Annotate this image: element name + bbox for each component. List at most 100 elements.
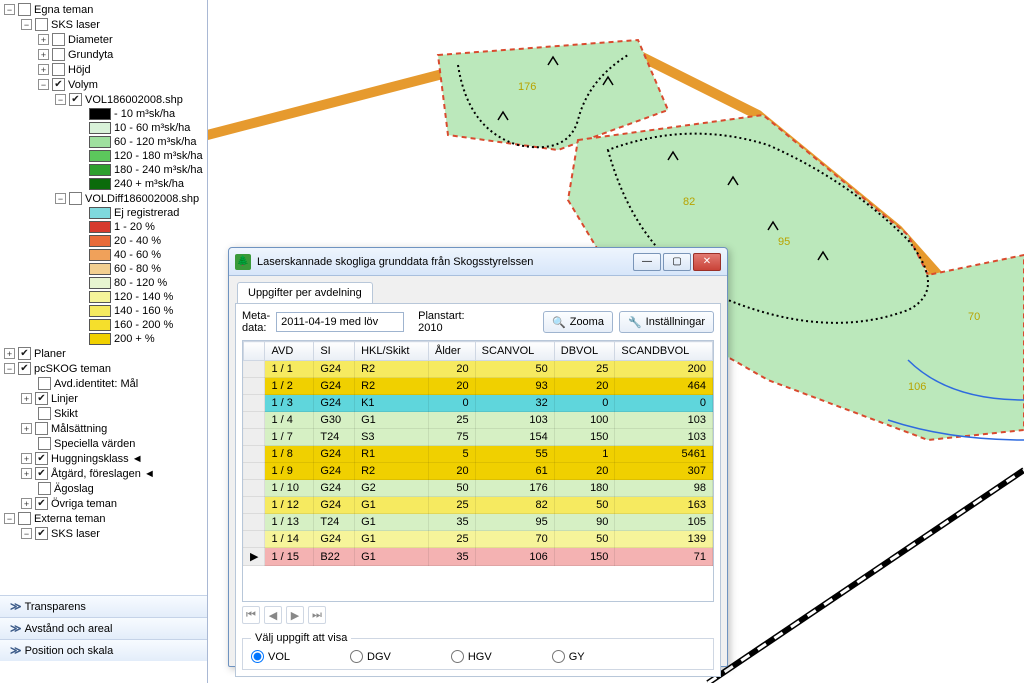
expand-toggle[interactable]: +	[21, 453, 32, 464]
grid-cell[interactable]: G1	[355, 497, 429, 514]
tree-label[interactable]: Avd.identitet: Mål	[54, 378, 138, 390]
tree-label[interactable]: - 10 m³sk/ha	[114, 108, 175, 120]
grid-cell[interactable]: 5461	[615, 446, 713, 463]
tree-label[interactable]: Planer	[34, 348, 66, 360]
radio-hgv[interactable]: HGV	[451, 650, 492, 663]
grid-cell[interactable]: 75	[429, 429, 476, 446]
table-row[interactable]: 1 / 4G30G125103100103	[244, 412, 713, 429]
grid-cell[interactable]: R2	[355, 361, 429, 378]
tree-label[interactable]: 200 + %	[114, 333, 155, 345]
table-row[interactable]: ▶1 / 15B22G13510615071	[244, 548, 713, 566]
grid-cell[interactable]: 93	[475, 378, 554, 395]
tree-label[interactable]: Egna teman	[34, 4, 93, 16]
grid-cell[interactable]: G24	[314, 395, 355, 412]
tree-label[interactable]: 120 - 140 %	[114, 291, 173, 303]
grid-cell[interactable]: 150	[554, 548, 615, 566]
grid-cell[interactable]: 100	[554, 412, 615, 429]
tree-label[interactable]: Ej registrerad	[114, 207, 179, 219]
layer-checkbox[interactable]	[69, 192, 82, 205]
grid-cell[interactable]: 464	[615, 378, 713, 395]
column-header[interactable]: AVD	[265, 342, 314, 361]
grid-cell[interactable]: 50	[554, 497, 615, 514]
column-header[interactable]: SCANVOL	[475, 342, 554, 361]
column-header[interactable]: Ålder	[429, 342, 476, 361]
grid-cell[interactable]: 98	[615, 480, 713, 497]
grid-cell[interactable]: 5	[429, 446, 476, 463]
grid-cell[interactable]: 20	[554, 463, 615, 480]
grid-cell[interactable]: 20	[429, 463, 476, 480]
layer-checkbox[interactable]	[69, 93, 82, 106]
grid-cell[interactable]: 103	[615, 429, 713, 446]
table-row[interactable]: 1 / 3G24K103200	[244, 395, 713, 412]
expand-toggle[interactable]: −	[55, 193, 66, 204]
grid-cell[interactable]: 150	[554, 429, 615, 446]
grid-cell[interactable]: 25	[554, 361, 615, 378]
tree-label[interactable]: Linjer	[51, 393, 78, 405]
expand-toggle[interactable]: −	[4, 363, 15, 374]
grid-cell[interactable]: 200	[615, 361, 713, 378]
grid-cell[interactable]: S3	[355, 429, 429, 446]
grid-cell[interactable]: G2	[355, 480, 429, 497]
grid-cell[interactable]: R2	[355, 378, 429, 395]
grid-cell[interactable]: 1 / 8	[265, 446, 314, 463]
meta-input[interactable]	[276, 312, 404, 332]
grid-cell[interactable]: G24	[314, 463, 355, 480]
tree-label[interactable]: 60 - 80 %	[114, 263, 161, 275]
layer-checkbox[interactable]	[18, 347, 31, 360]
layer-checkbox[interactable]	[35, 392, 48, 405]
expand-toggle[interactable]: −	[38, 79, 49, 90]
radio-gy[interactable]: GY	[552, 650, 585, 663]
tree-label[interactable]: 80 - 120 %	[114, 277, 167, 289]
accordion-transparens[interactable]: Transparens	[0, 595, 207, 617]
tree-label[interactable]: 60 - 120 m³sk/ha	[114, 136, 197, 148]
tree-label[interactable]: 180 - 240 m³sk/ha	[114, 164, 203, 176]
grid-cell[interactable]: 95	[475, 514, 554, 531]
grid-cell[interactable]: 176	[475, 480, 554, 497]
minimize-button[interactable]: —	[633, 253, 661, 271]
grid-cell[interactable]: 50	[475, 361, 554, 378]
tree-label[interactable]: Ägoslag	[54, 483, 94, 495]
grid-cell[interactable]: 1 / 12	[265, 497, 314, 514]
grid-cell[interactable]: 50	[554, 531, 615, 548]
layer-checkbox[interactable]	[35, 527, 48, 540]
layer-checkbox[interactable]	[35, 422, 48, 435]
table-row[interactable]: 1 / 7T24S375154150103	[244, 429, 713, 446]
grid-cell[interactable]: G24	[314, 497, 355, 514]
grid-cell[interactable]: 1 / 9	[265, 463, 314, 480]
expand-toggle[interactable]: +	[38, 64, 49, 75]
column-header[interactable]: HKL/Skikt	[355, 342, 429, 361]
layer-checkbox[interactable]	[38, 407, 51, 420]
layer-checkbox[interactable]	[38, 437, 51, 450]
table-row[interactable]: 1 / 1G24R2205025200	[244, 361, 713, 378]
expand-toggle[interactable]: +	[21, 393, 32, 404]
data-grid[interactable]: AVDSIHKL/SkiktÅlderSCANVOLDBVOLSCANDBVOL…	[242, 340, 714, 602]
accordion-avstand[interactable]: Avstånd och areal	[0, 617, 207, 639]
grid-cell[interactable]: 1	[554, 446, 615, 463]
tree-label[interactable]: Skikt	[54, 408, 78, 420]
grid-cell[interactable]: 35	[429, 548, 476, 566]
grid-cell[interactable]: R2	[355, 463, 429, 480]
tree-label[interactable]: Externa teman	[34, 513, 106, 525]
layer-checkbox[interactable]	[35, 497, 48, 510]
grid-cell[interactable]: 0	[429, 395, 476, 412]
table-row[interactable]: 1 / 13T24G1359590105	[244, 514, 713, 531]
column-header[interactable]: DBVOL	[554, 342, 615, 361]
tree-label[interactable]: 140 - 160 %	[114, 305, 173, 317]
expand-toggle[interactable]: +	[21, 468, 32, 479]
grid-cell[interactable]: G30	[314, 412, 355, 429]
grid-cell[interactable]: 20	[429, 378, 476, 395]
grid-cell[interactable]: 0	[615, 395, 713, 412]
expand-toggle[interactable]: −	[21, 528, 32, 539]
grid-cell[interactable]: 106	[475, 548, 554, 566]
grid-cell[interactable]: G1	[355, 514, 429, 531]
grid-cell[interactable]: 1 / 7	[265, 429, 314, 446]
grid-cell[interactable]: 90	[554, 514, 615, 531]
layer-checkbox[interactable]	[52, 48, 65, 61]
grid-cell[interactable]: G1	[355, 412, 429, 429]
tree-label[interactable]: Huggningsklass ◄	[51, 453, 143, 465]
grid-cell[interactable]: T24	[314, 514, 355, 531]
tree-label[interactable]: Målsättning	[51, 423, 107, 435]
table-row[interactable]: 1 / 12G24G1258250163	[244, 497, 713, 514]
grid-cell[interactable]: 307	[615, 463, 713, 480]
tree-label[interactable]: Volym	[68, 79, 98, 91]
